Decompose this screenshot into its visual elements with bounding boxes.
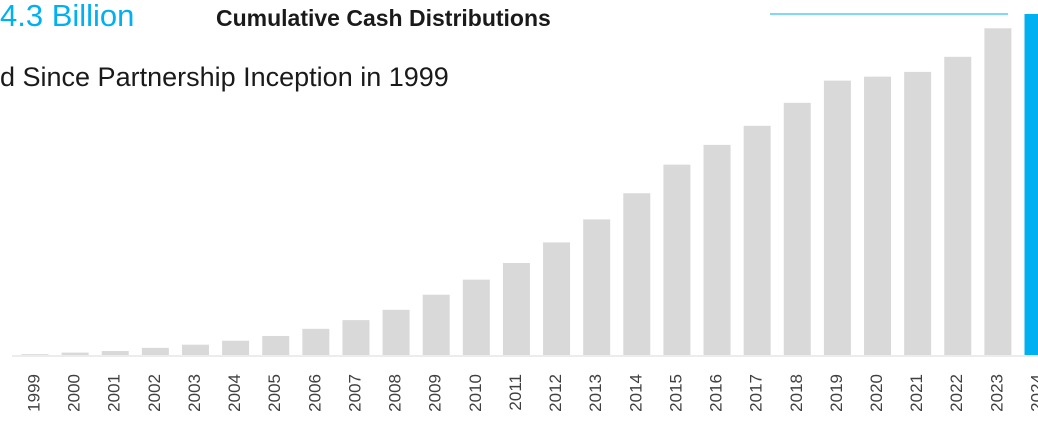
x-tick-label: 2020 [867,374,886,412]
x-tick-label: 2011 [506,374,525,411]
title-highlight: 4.3 Billion [0,0,134,33]
bar [302,328,330,355]
bar [583,219,611,355]
bar [462,279,490,355]
bar [623,193,651,355]
bar [864,76,892,355]
bar [141,347,169,355]
bar [382,309,410,355]
x-tick-label: 2007 [345,374,364,412]
bar [502,263,530,355]
bar [422,294,450,355]
x-tick-label: 2019 [827,374,846,412]
x-tick-label: 2001 [105,374,124,412]
x-tick-label: 2016 [707,374,726,412]
bar [181,344,209,355]
x-tick-label: 2013 [586,374,605,412]
x-tick-label: 2002 [145,374,164,412]
x-tick-label: 2024 [1027,374,1038,412]
x-tick-label: 2018 [787,374,806,412]
x-tick-label: 2021 [907,374,926,412]
x-tick-label: 2012 [546,374,565,412]
bar [101,351,129,355]
bar [342,320,370,355]
bar [783,102,811,355]
x-tick-label: 2022 [947,374,966,412]
bar [944,56,972,356]
x-tick-label: 2014 [626,374,645,412]
bar [21,354,49,355]
bar [543,242,571,355]
bar [1024,14,1038,355]
bar [61,352,89,355]
x-tick-label: 2000 [65,374,84,412]
x-tick-label: 2006 [305,374,324,412]
x-tick-label: 2015 [666,374,685,412]
bar [904,71,932,356]
x-tick-label: 2017 [747,374,766,412]
bar [262,335,290,355]
x-tick-label: 2009 [426,374,445,412]
x-tick-label: 2023 [987,374,1006,412]
x-tick-label: 1999 [24,374,43,412]
bar [703,144,731,355]
x-tick-label: 2008 [386,374,405,412]
chart-title: Cumulative Cash Distributions [216,5,551,31]
x-tick-label: 2010 [466,374,485,412]
chart-subtitle: d Since Partnership Inception in 1999 [0,62,449,92]
x-tick-label: 2004 [225,374,244,412]
bar [222,340,250,355]
bar [663,164,691,355]
bar [743,125,771,355]
bar [984,28,1012,356]
bar [823,80,851,355]
x-tick-label: 2003 [185,374,204,412]
x-tick-label: 2005 [265,374,284,412]
